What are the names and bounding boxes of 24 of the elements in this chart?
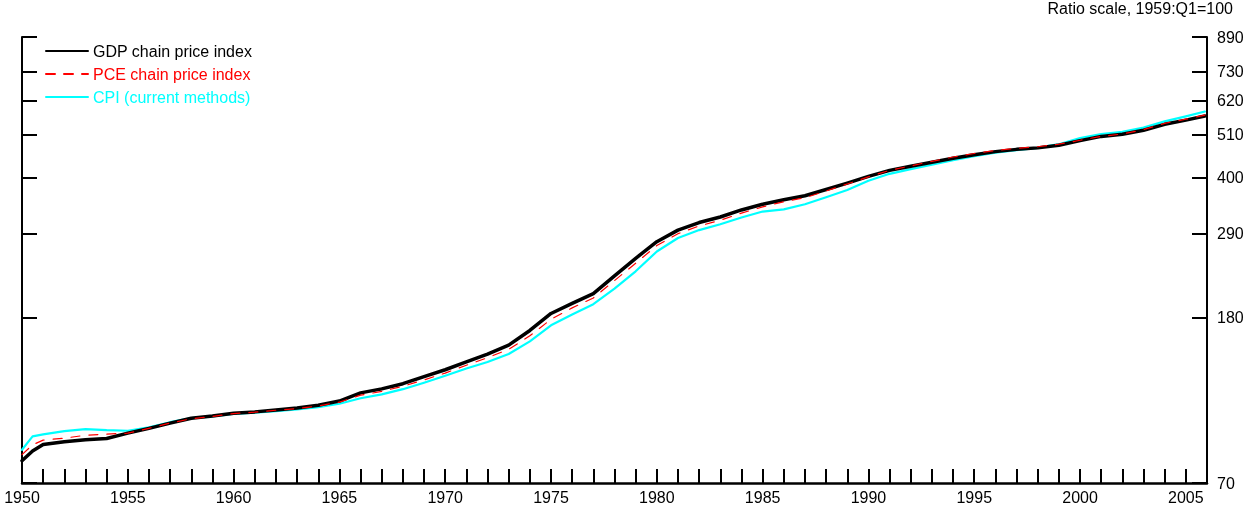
y-tick-label: 730 [1217, 63, 1244, 81]
y-tick-label: 70 [1217, 474, 1235, 492]
x-tick-label: 1965 [321, 488, 358, 506]
x-tick-label: 1980 [639, 488, 675, 506]
x-tick-label: 1995 [956, 488, 993, 506]
y-tick-label: 400 [1217, 168, 1244, 186]
y-tick-label: 890 [1217, 28, 1244, 46]
y-tick-label: 290 [1217, 225, 1244, 243]
x-tick-label: 1975 [533, 488, 569, 506]
x-tick-label: 1950 [4, 488, 40, 506]
x-tick-label: 1955 [110, 488, 146, 506]
legend-label: CPI (current methods) [93, 88, 251, 106]
x-tick-label: 1960 [215, 488, 252, 506]
x-tick-label: 1970 [427, 488, 464, 506]
x-tick-label: 2005 [1168, 488, 1204, 506]
x-tick-label: 1990 [850, 488, 887, 506]
y-tick-label: 510 [1217, 126, 1244, 144]
x-tick-label: 2000 [1062, 488, 1098, 506]
legend-label: PCE chain price index [93, 65, 251, 83]
y-axis-title: Ratio scale, 1959:Q1=100 [1047, 0, 1234, 17]
y-tick-label: 180 [1217, 308, 1244, 326]
legend-label: GDP chain price index [93, 42, 252, 60]
y-tick-label: 620 [1217, 91, 1244, 109]
x-tick-label: 1985 [744, 488, 781, 506]
